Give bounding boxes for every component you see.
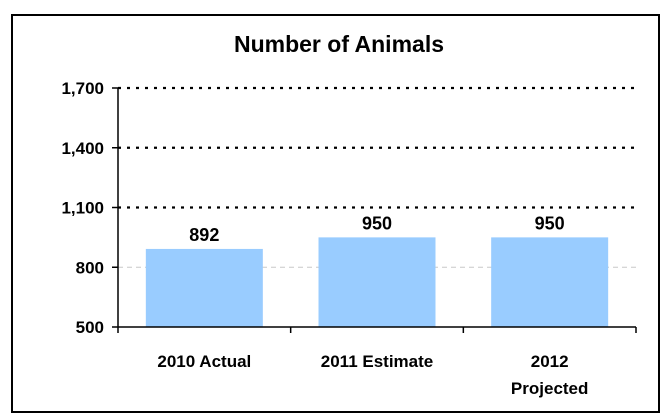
x-category-label: 2012 Projected — [511, 352, 588, 398]
bar-2 — [318, 237, 436, 327]
data-label: 892 — [189, 225, 219, 245]
bar-1 — [145, 248, 263, 327]
data-labels: 892 950 950 — [189, 213, 564, 245]
axes — [112, 87, 637, 333]
chart-title: Number of Animals — [234, 31, 444, 57]
y-tick-label: 1,700 — [61, 79, 104, 98]
bars — [145, 237, 609, 327]
bar-3 — [491, 237, 609, 327]
chart-frame — [11, 14, 660, 413]
y-tick-label: 1,400 — [61, 139, 104, 158]
data-label: 950 — [535, 213, 565, 233]
y-tick-label: 500 — [76, 318, 104, 337]
x-category-label: 2010 Actual — [157, 352, 251, 371]
x-category-labels: 2010 Actual 2011 Estimate 2012 Projected — [157, 352, 588, 398]
y-tick-labels: 500 800 1,100 1,400 1,700 — [61, 79, 104, 337]
x-category-label: 2011 Estimate — [321, 352, 433, 371]
data-label: 950 — [362, 213, 392, 233]
y-tick-label: 1,100 — [61, 199, 104, 218]
y-tick-label: 800 — [76, 258, 104, 277]
